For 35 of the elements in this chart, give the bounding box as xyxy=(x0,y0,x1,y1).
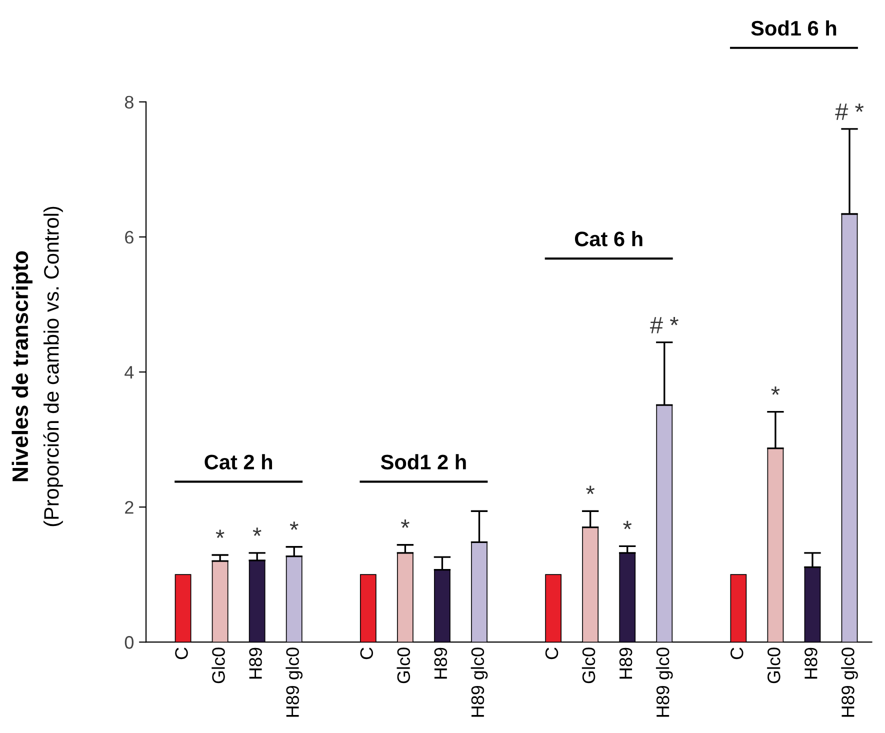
y-tick-label: 8 xyxy=(124,96,134,109)
x-tick-label: Glc0 xyxy=(767,648,780,684)
y-tick-label: 6 xyxy=(125,230,134,244)
annotation: Sod1 2 h xyxy=(380,454,466,470)
x-tick-label: H89 xyxy=(434,648,448,679)
y-tick-label: 4 xyxy=(124,366,134,379)
annotation: * xyxy=(771,386,780,395)
annotation: # * xyxy=(835,104,864,120)
x-tick-label: Glc0 xyxy=(582,648,596,684)
y-axis-title: Niveles de transcripto (Proporción de cambio vs. Control) xyxy=(12,206,63,526)
annotation: * xyxy=(252,528,262,536)
x-tick-label: C xyxy=(175,648,188,660)
x-tick-label: H89 xyxy=(619,648,632,679)
annotation: Cat 6 h xyxy=(574,231,642,246)
annotation: * xyxy=(586,486,595,494)
x-tick-label: H89 glc0 xyxy=(656,648,673,717)
x-tick-label: H89 xyxy=(249,648,262,679)
x-tick-label: Glc0 xyxy=(396,648,410,684)
x-tick-label: Glc0 xyxy=(212,648,225,684)
annotation: * xyxy=(216,530,224,538)
annotation: * xyxy=(290,522,298,530)
annotation: # * xyxy=(650,316,678,334)
y-tick-label: 2 xyxy=(125,500,134,514)
x-tick-label: H89 xyxy=(804,648,818,679)
text: Sod1 6 h xyxy=(751,20,836,36)
x-tick-label: H89 glc0 xyxy=(841,648,858,717)
annotation: * xyxy=(623,520,632,530)
x-tick-label: C xyxy=(730,648,744,660)
annotation: * xyxy=(400,520,410,528)
x-tick-label: H89 glc0 xyxy=(470,648,488,717)
x-tick-label: C xyxy=(545,648,558,660)
annotation: Cat 2 h xyxy=(204,454,272,470)
x-tick-label: C xyxy=(360,648,374,660)
x-tick-label: H89 glc0 xyxy=(286,648,303,717)
y-tick-label: 0 xyxy=(124,636,134,649)
